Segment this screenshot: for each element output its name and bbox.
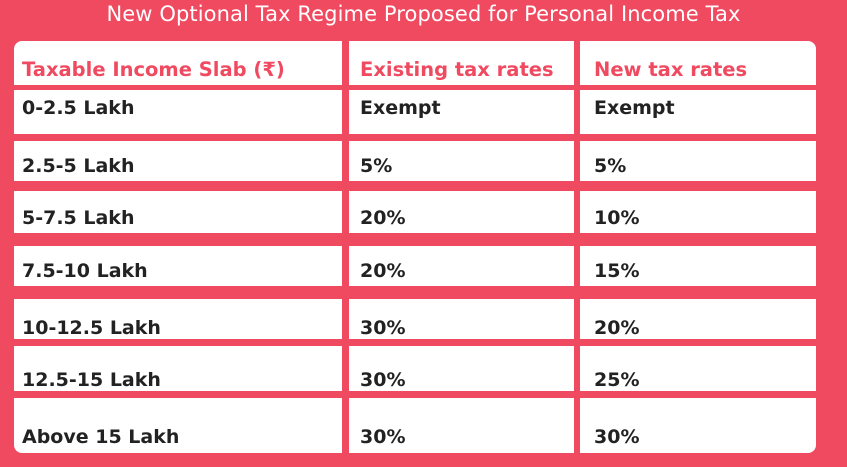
table-row: 2.5-5 Lakh 5% 5%: [14, 141, 816, 181]
table-row: 7.5-10 Lakh 20% 15%: [14, 246, 816, 286]
page-title: New Optional Tax Regime Proposed for Per…: [106, 2, 741, 26]
tax-rates-table: Taxable Income Slab (₹) Existing tax rat…: [14, 41, 816, 453]
new-rate-cell: Exempt: [580, 90, 816, 134]
table-row: Above 15 Lakh 30% 30%: [14, 398, 816, 453]
income-slab-cell: 0-2.5 Lakh: [14, 90, 342, 134]
new-rate-cell: 10%: [580, 191, 816, 233]
income-slab-cell: 10-12.5 Lakh: [14, 299, 342, 339]
header-existing-rates: Existing tax rates: [349, 41, 574, 85]
new-rate-cell: 25%: [580, 346, 816, 391]
new-rate-cell: 5%: [580, 141, 816, 181]
new-rate-cell: 30%: [580, 398, 816, 453]
new-rate-cell: 20%: [580, 299, 816, 339]
existing-rate-cell: 20%: [349, 191, 574, 233]
existing-rate-cell: Exempt: [349, 90, 574, 134]
header-new-rates: New tax rates: [580, 41, 816, 85]
income-slab-cell: 7.5-10 Lakh: [14, 246, 342, 286]
table-header-row: Taxable Income Slab (₹) Existing tax rat…: [14, 41, 816, 85]
table-row: 5-7.5 Lakh 20% 10%: [14, 191, 816, 233]
existing-rate-cell: 30%: [349, 398, 574, 453]
header-income-slab: Taxable Income Slab (₹): [14, 41, 342, 85]
income-slab-cell: 12.5-15 Lakh: [14, 346, 342, 391]
income-slab-cell: Above 15 Lakh: [14, 398, 342, 453]
existing-rate-cell: 30%: [349, 299, 574, 339]
income-slab-cell: 2.5-5 Lakh: [14, 141, 342, 181]
table-row: 12.5-15 Lakh 30% 25%: [14, 346, 816, 391]
existing-rate-cell: 30%: [349, 346, 574, 391]
new-rate-cell: 15%: [580, 246, 816, 286]
existing-rate-cell: 5%: [349, 141, 574, 181]
table-row: 10-12.5 Lakh 30% 20%: [14, 299, 816, 339]
existing-rate-cell: 20%: [349, 246, 574, 286]
income-slab-cell: 5-7.5 Lakh: [14, 191, 342, 233]
table-row: 0-2.5 Lakh Exempt Exempt: [14, 90, 816, 134]
